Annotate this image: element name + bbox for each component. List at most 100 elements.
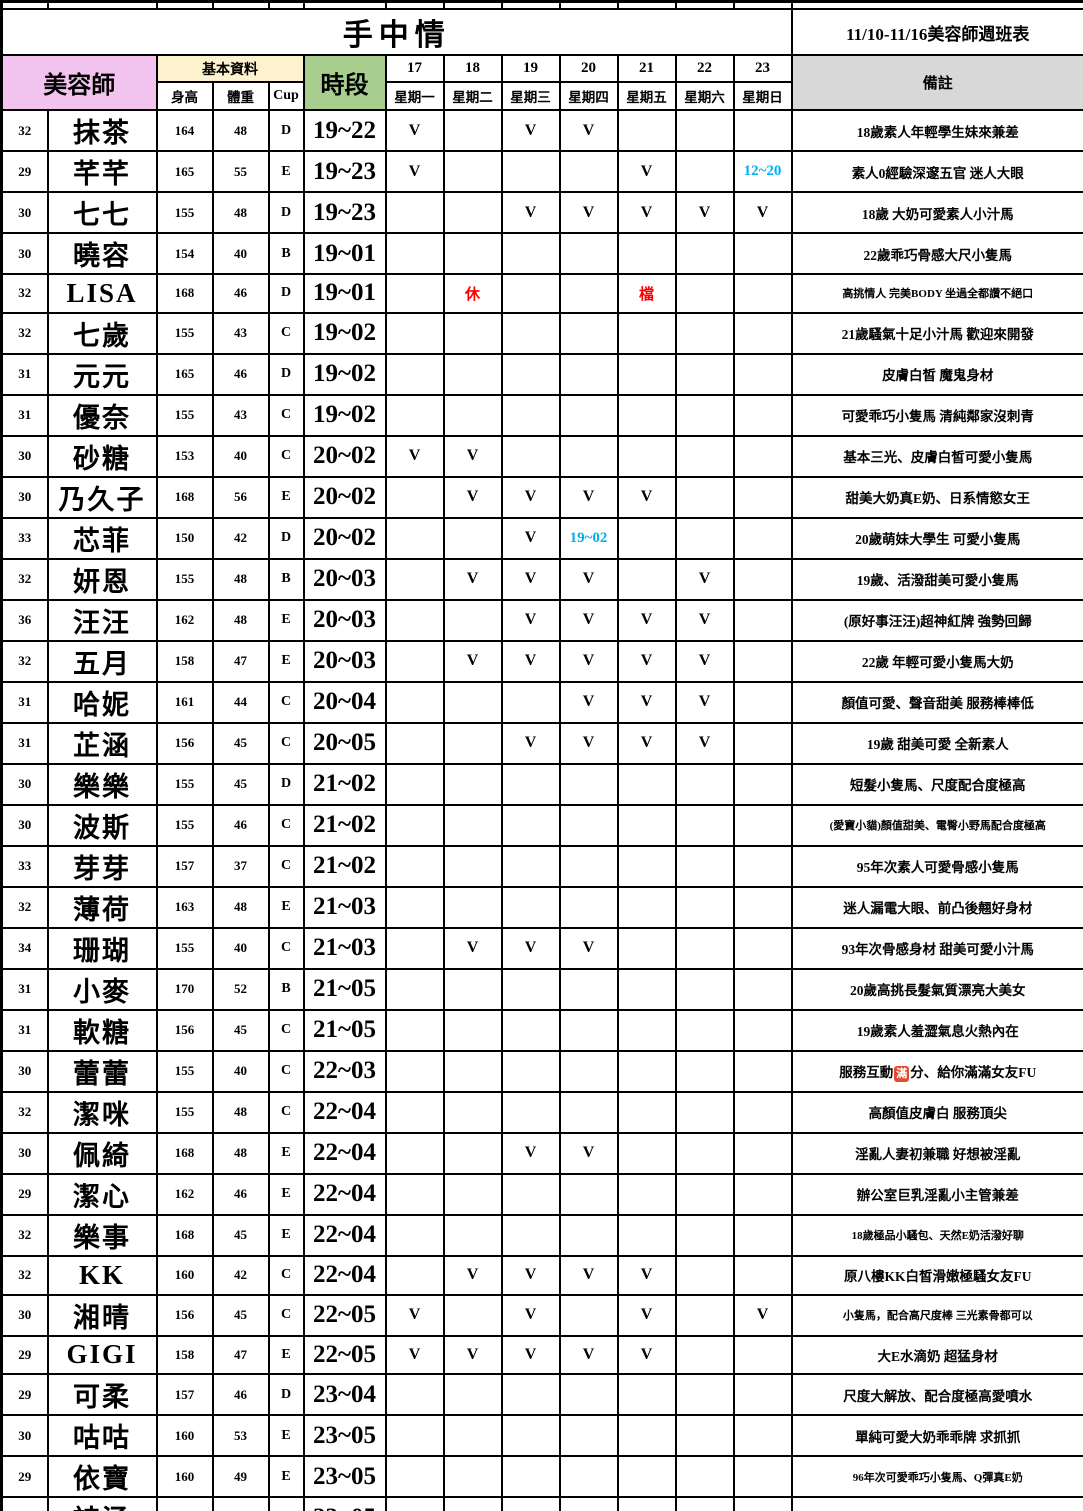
staff-timeslot: 23~05 <box>302 1455 387 1499</box>
schedule-cell-fri: V <box>616 1334 677 1376</box>
table-row: 32 五月 158 47 E 20~03 V V V V V 22歲 年輕可愛小… <box>0 639 1083 683</box>
schedule-cell-mon <box>384 1414 445 1458</box>
schedule-cell-sun: V <box>732 1293 793 1337</box>
staff-timeslot: 19~01 <box>302 273 387 314</box>
weekday-header-thu: 星期四 <box>558 81 619 111</box>
staff-weight: 45 <box>211 1008 270 1052</box>
staff-age: 32 <box>0 1254 49 1296</box>
staff-weight: 42 <box>211 1254 270 1296</box>
staff-age: 31 <box>0 352 49 396</box>
day-header-19: 19 <box>500 54 561 83</box>
staff-note: 大E水滴奶 超猛身材 <box>790 1334 1083 1376</box>
schedule-cell-mon <box>384 1090 445 1134</box>
staff-age: 32 <box>0 273 49 314</box>
schedule-cell-tue <box>442 191 503 234</box>
schedule-cell-tue <box>442 721 503 765</box>
staff-timeslot: 19~02 <box>302 311 387 355</box>
schedule-cell-sun: 12~20 <box>732 150 793 193</box>
staff-note: 19歲、活潑甜美可愛小隻馬 <box>790 557 1083 601</box>
schedule-cell-mon <box>384 1455 445 1499</box>
schedule-cell-tue: V <box>442 1254 503 1296</box>
staff-weight: 46 <box>211 1172 270 1216</box>
schedule-cell-sat <box>674 475 735 519</box>
day-header-17: 17 <box>384 54 445 83</box>
schedule-cell-wed: V <box>500 1334 561 1376</box>
schedule-cell-wed: V <box>500 926 561 970</box>
staff-timeslot: 23~04 <box>302 1373 387 1417</box>
schedule-cell-tue <box>442 967 503 1011</box>
schedule-cell-fri: V <box>616 721 677 765</box>
schedule-cell-tue <box>442 516 503 560</box>
schedule-cell-sun <box>732 926 793 970</box>
staff-timeslot: 19~02 <box>302 393 387 437</box>
schedule-cell-mon <box>384 885 445 929</box>
staff-weight: 56 <box>211 475 270 519</box>
weekday-header-mon: 星期一 <box>384 81 445 111</box>
staff-cup: D <box>267 516 305 560</box>
staff-name: 樂事 <box>46 1213 158 1257</box>
schedule-cell-thu <box>558 434 619 478</box>
schedule-cell-sat: V <box>674 557 735 601</box>
schedule-cell-sun <box>732 721 793 765</box>
schedule-cell-thu <box>558 393 619 437</box>
schedule-cell-fri: V <box>616 639 677 683</box>
staff-cup: C <box>267 803 305 847</box>
table-row: 30 蕾蕾 155 40 C 22~03 服務互動滿分、給你滿滿女友FU <box>0 1049 1083 1093</box>
schedule-cell-tue <box>442 1049 503 1093</box>
table-row: 31 芷涵 156 45 C 20~05 V V V V 19歲 甜美可愛 全新… <box>0 721 1083 765</box>
schedule-cell-thu: V <box>558 475 619 519</box>
schedule-cell-wed: V <box>500 1496 561 1511</box>
staff-note: 18歲極品小騷包、天然E奶活潑好聊 <box>790 1213 1083 1257</box>
schedule-cell-tue <box>442 393 503 437</box>
schedule-cell-sun <box>732 885 793 929</box>
schedule-cell-sun <box>732 273 793 314</box>
schedule-cell-thu <box>558 1455 619 1499</box>
schedule-cell-thu <box>558 844 619 888</box>
schedule-cell-fri <box>616 1373 677 1417</box>
schedule-cell-mon <box>384 1049 445 1093</box>
staff-height: 155 <box>155 1090 214 1134</box>
schedule-cell-wed <box>500 1172 561 1216</box>
schedule-cell-thu: V <box>558 1334 619 1376</box>
staff-name: 依寶 <box>46 1455 158 1499</box>
staff-timeslot: 19~02 <box>302 352 387 396</box>
schedule-cell-mon: V <box>384 150 445 193</box>
schedule-cell-sun <box>732 109 793 152</box>
staff-age: 36 <box>0 598 49 642</box>
schedule-cell-sat: V <box>674 598 735 642</box>
schedule-cell-tue <box>442 1008 503 1052</box>
staff-timeslot: 19~23 <box>302 150 387 193</box>
staff-note: 93年次骨感身材 甜美可愛小汁馬 <box>790 926 1083 970</box>
schedule-cell-wed <box>500 1213 561 1257</box>
schedule-cell-sun <box>732 1334 793 1376</box>
schedule-cell-sat <box>674 967 735 1011</box>
staff-timeslot: 20~03 <box>302 598 387 642</box>
table-row: 32 樂事 168 45 E 22~04 18歲極品小騷包、天然E奶活潑好聊 <box>0 1213 1083 1257</box>
schedule-cell-sat: V <box>674 1496 735 1511</box>
cropped-cell <box>442 1 503 10</box>
header-row-1: 美容師 基本資料 時段 17 18 19 20 21 22 23 備註 <box>0 54 1083 111</box>
staff-weight: 46 <box>211 803 270 847</box>
staff-name: 珊瑚 <box>46 926 158 970</box>
staff-note: 甜美大奶真E奶、日系情慾女王 <box>790 475 1083 519</box>
table-row: 34 珊瑚 155 40 C 21~03 V V V 93年次骨感身材 甜美可愛… <box>0 926 1083 970</box>
schedule-cell-wed: V <box>500 1293 561 1337</box>
staff-timeslot: 20~05 <box>302 721 387 765</box>
table-row: 30 七七 155 48 D 19~23 V V V V V 18歲 大奶可愛素… <box>0 191 1083 234</box>
staff-cup: C <box>267 721 305 765</box>
staff-age: 32 <box>0 639 49 683</box>
schedule-cell-mon <box>384 680 445 724</box>
schedule-cell-thu: V <box>558 721 619 765</box>
schedule-cell-wed <box>500 393 561 437</box>
staff-height: 154 <box>155 232 214 275</box>
schedule-cell-sat <box>674 232 735 275</box>
schedule-cell-tue <box>442 1293 503 1337</box>
schedule-cell-wed <box>500 803 561 847</box>
schedule-cell-tue <box>442 803 503 847</box>
staff-cup: C <box>267 1008 305 1052</box>
schedule-cell-sun <box>732 598 793 642</box>
day-header-21: 21 <box>616 54 677 83</box>
staff-weight: 53 <box>211 1414 270 1458</box>
schedule-cell-thu: V <box>558 926 619 970</box>
staff-note: 20歲萌妹大學生 可愛小隻馬 <box>790 516 1083 560</box>
